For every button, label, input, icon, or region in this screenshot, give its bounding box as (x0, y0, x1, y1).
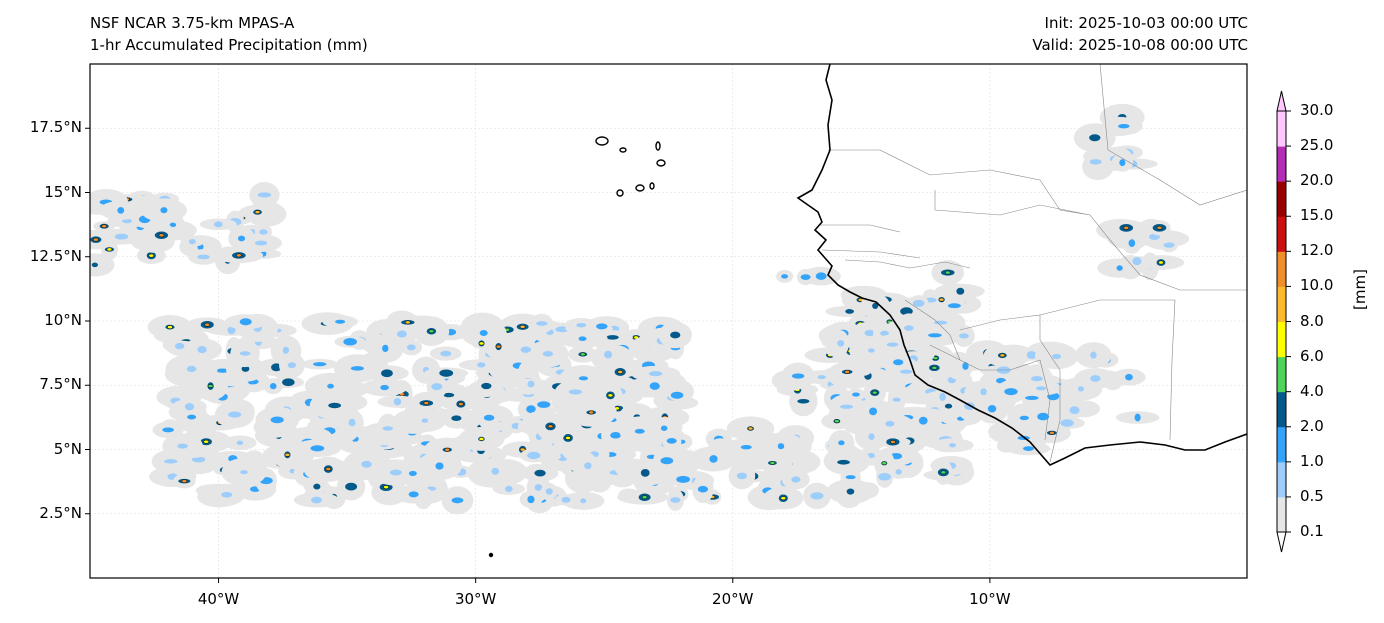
field-title: 1-hr Accumulated Precipitation (mm) (90, 36, 368, 54)
lat-tick-label: 2.5°N (39, 503, 82, 522)
colorbar-segment (1277, 181, 1286, 217)
colorbar-label: [mm] (1351, 269, 1369, 310)
colorbar-tick-label: 6.0 (1300, 346, 1324, 365)
colorbar-max-arrow (1276, 90, 1287, 112)
colorbar-min-arrow (1276, 531, 1287, 553)
colorbar-segment (1277, 356, 1286, 393)
lat-tick-label: 17.5°N (29, 118, 82, 137)
colorbar-tick-label: 0.1 (1300, 522, 1324, 540)
lon-tick-label: 30°W (454, 590, 497, 608)
colorbar-segment (1277, 496, 1286, 533)
lon-tick-label: 40°W (197, 590, 240, 608)
valid-time: Valid: 2025-10-08 00:00 UTC (1032, 36, 1248, 54)
colorbar-tick-label: 12.0 (1300, 241, 1334, 260)
init-time: Init: 2025-10-03 00:00 UTC (1044, 14, 1248, 32)
colorbar-segment (1277, 321, 1286, 358)
colorbar-tick-label: 15.0 (1300, 206, 1334, 225)
colorbar-segment (1277, 391, 1286, 428)
colorbar (1276, 90, 1291, 553)
colorbar-tick-label: 25.0 (1300, 136, 1334, 155)
coastline (796, 64, 1247, 466)
cape-verde-islands (488, 136, 666, 558)
colorbar-tick-label: 4.0 (1300, 381, 1324, 400)
colorbar-segment (1277, 286, 1286, 322)
colorbar-segment (1277, 146, 1286, 182)
lat-tick-label: 10°N (44, 311, 82, 329)
colorbar-tick-label: 30.0 (1300, 101, 1334, 119)
colorbar-tick-label: 10.0 (1300, 276, 1334, 295)
colorbar-segment (1277, 461, 1286, 498)
colorbar-tick-label: 1.0 (1300, 451, 1324, 470)
colorbar-tick-label: 0.5 (1300, 486, 1324, 505)
country-borders (820, 64, 1247, 463)
lon-tick-label: 20°W (712, 590, 754, 608)
colorbar-segment (1277, 216, 1286, 252)
lat-tick-label: 7.5°N (39, 375, 82, 394)
lat-tick-label: 12.5°N (29, 246, 82, 265)
colorbar-segment (1277, 251, 1286, 287)
colorbar-tick-label: 8.0 (1300, 311, 1324, 330)
colorbar-segment (1277, 111, 1286, 147)
colorbar-tick-label: 2.0 (1300, 416, 1324, 435)
lon-tick-label: 10°W (969, 590, 1011, 608)
model-title: NSF NCAR 3.75-km MPAS-A (90, 14, 295, 32)
precipitation-field (90, 103, 1190, 515)
colorbar-segment (1277, 426, 1286, 463)
lat-tick-label: 15°N (44, 182, 82, 201)
colorbar-tick-label: 20.0 (1300, 171, 1334, 190)
lat-tick-label: 5°N (53, 439, 82, 458)
